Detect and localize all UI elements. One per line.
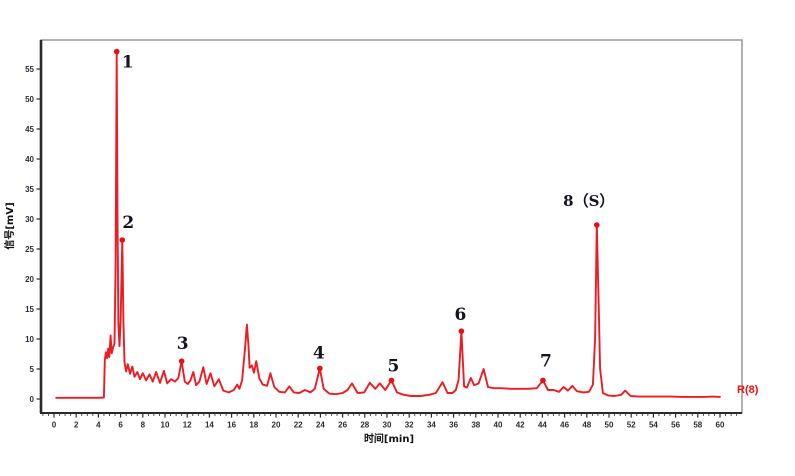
peak-marker [458,328,465,335]
x-tick-label: 38 [471,421,480,430]
y-tick-label: 30 [25,215,34,224]
y-tick-label: 40 [25,155,34,164]
x-tick-label: 30 [383,421,392,430]
y-tick-label: 25 [25,245,34,254]
peak-label: 7 [540,351,552,371]
peak-label: 1 [122,53,134,73]
y-tick-label: 5 [30,365,35,374]
x-tick-label: 8 [141,421,146,430]
y-tick-label: 15 [25,305,34,314]
signal-trace-group [55,50,721,399]
peak-label: 8（S） [563,192,614,210]
y-axis-title: 信号[mV] [3,202,16,249]
x-tick-label: 16 [227,421,236,430]
peak-label: 5 [388,356,400,376]
x-tick-label: 60 [716,421,725,430]
x-tick-label: 48 [582,421,591,430]
x-tick-label: 36 [449,421,458,430]
signal-trace [55,50,721,399]
x-tick-label: 50 [605,421,614,430]
y-tick-label: 10 [25,335,34,344]
peak-marker [113,48,120,55]
y-tick-label: 0 [30,395,35,404]
x-tick-label: 32 [405,421,414,430]
x-tick-label: 4 [96,421,101,430]
x-tick-label: 6 [118,421,123,430]
x-axis-ticks: 0 2 4 6 8 10 12 14 16 18 20 22 24 26 28 30 32 34 36 38 40 42 4… [42,413,738,430]
peak-label: 3 [177,334,189,354]
y-tick-label: 50 [25,95,34,104]
x-tick-label: 10 [161,421,170,430]
x-tick-label: 54 [649,421,658,430]
x-tick-label: 22 [294,421,303,430]
y-tick-label: 20 [25,275,34,284]
x-tick-label: 24 [316,421,325,430]
peak-marker [119,237,126,243]
x-tick-label: 42 [516,421,525,430]
trace-annotation: R(8) [737,384,759,396]
x-tick-label: 56 [671,421,680,430]
y-tick-label: 45 [25,125,34,134]
peak-marker [178,358,185,365]
peak-marker [593,222,600,228]
x-tick-label: 0 [52,421,57,430]
x-tick-label: 28 [360,421,369,430]
x-tick-label: 34 [427,421,436,430]
x-tick-label: 26 [338,421,347,430]
peak-marker [317,365,323,372]
x-tick-label: 2 [74,421,79,430]
x-tick-label: 46 [560,421,569,430]
peak-labels: 1 2 3 4 5 6 7 8（S） [122,53,615,377]
x-tick-label: 44 [538,421,547,430]
x-tick-label: 40 [494,421,503,430]
y-tick-label: 55 [25,65,34,74]
peak-marker [540,377,546,384]
peak-label: 2 [122,213,134,233]
peak-label: 6 [454,305,466,325]
x-axis-title: 时间[min] [364,432,414,445]
x-tick-label: 20 [272,421,281,430]
y-tick-label: 35 [25,185,34,194]
x-tick-label: 14 [205,421,214,430]
peak-marker [388,377,395,384]
peak-label: 4 [313,343,325,363]
x-tick-label: 12 [183,421,192,430]
x-tick-label: 18 [249,421,258,430]
y-axis-ticks: 0 5 10 15 20 25 30 35 40 45 50 55 [25,65,41,404]
x-tick-label: 58 [693,421,702,430]
peak-markers [113,48,600,384]
x-tick-label: 52 [627,421,636,430]
